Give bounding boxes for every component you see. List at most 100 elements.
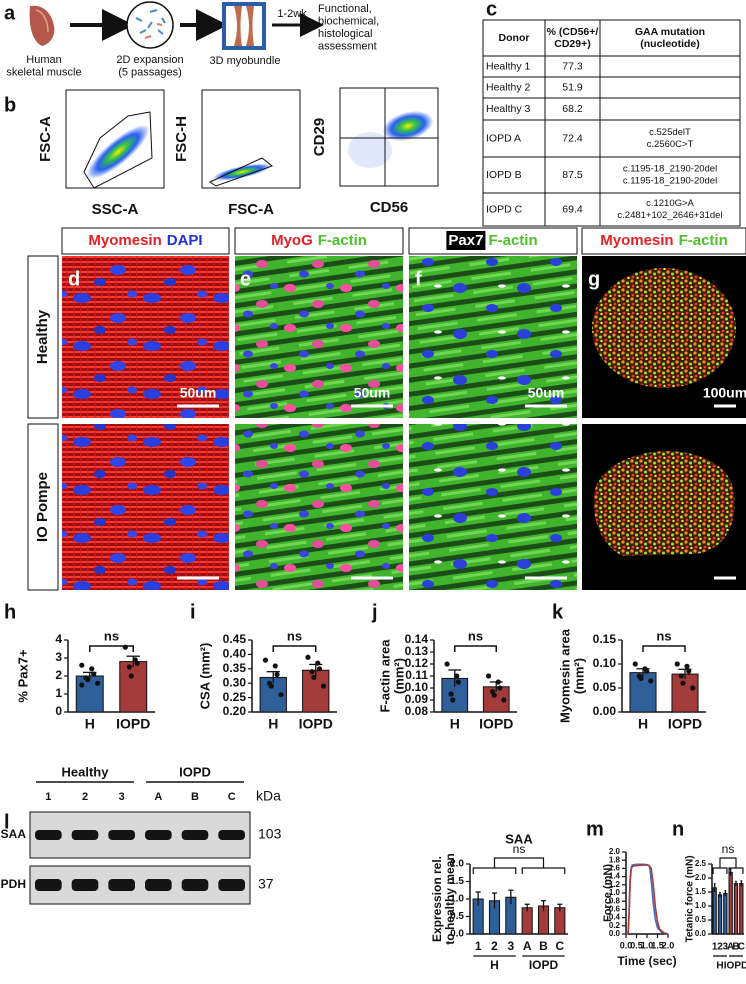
table-header: (nucleotide): [640, 38, 700, 50]
y-tick-label: 1.5: [450, 876, 464, 887]
y-axis-label: (mm²): [391, 658, 406, 694]
condition-label: IO Pompe: [34, 472, 51, 542]
y-tick-label: 0.8: [609, 896, 621, 905]
significance-bracket: [89, 645, 134, 652]
table-cell: c.2560C>T: [647, 139, 694, 150]
plot-frame: [65, 89, 165, 189]
blot-band: [218, 830, 245, 840]
axis-label: FSC-A: [228, 201, 274, 218]
x-tick-label: B: [539, 939, 548, 953]
group-label: Healthy: [62, 764, 110, 779]
data-point: [311, 674, 317, 681]
blot-strip: [29, 865, 251, 905]
significance-label: ns: [287, 628, 302, 643]
stain-header-box: [581, 227, 746, 255]
panel-label: m: [586, 818, 604, 840]
cell-cloud: [212, 163, 272, 181]
lane-label: 2: [82, 791, 88, 803]
data-point: [690, 685, 696, 691]
table-cell: 68.2: [562, 103, 583, 115]
gate: [208, 157, 274, 187]
cell-cloud: [348, 132, 392, 168]
blot-band: [145, 879, 172, 891]
panel-label: c: [486, 0, 497, 20]
data-point: [126, 664, 132, 670]
x-tick-label: 3: [723, 942, 729, 953]
group-label: H: [490, 958, 499, 972]
lane-label: B: [191, 791, 199, 803]
panel-label: e: [240, 268, 251, 290]
panel-label: h: [4, 601, 16, 623]
stain-name: DAPI: [167, 232, 203, 249]
step-label: 3D myobundle: [210, 55, 281, 67]
table-cell: Healthy 2: [486, 81, 531, 93]
y-tick-label: 0.0: [609, 929, 621, 938]
band-kda: 37: [258, 876, 274, 892]
axis-label: FSC-A: [37, 116, 54, 162]
bar: [728, 871, 733, 935]
data-point: [684, 663, 690, 670]
significance-bracket: [493, 857, 545, 868]
y-tick-label: 0.11: [405, 668, 428, 682]
data-point: [316, 666, 323, 672]
panel-label: k: [552, 601, 564, 623]
condition-box: [27, 423, 59, 591]
bar: [739, 883, 744, 935]
band-name: GAPDH: [0, 877, 26, 891]
micrograph-nuclei: [235, 424, 403, 590]
micrograph-nuclei: [235, 256, 403, 418]
step-label: biochemical,: [318, 15, 379, 27]
blot-band: [145, 830, 172, 840]
micrograph-nuclei: [62, 256, 229, 418]
table-cell: c.525delT: [649, 127, 691, 138]
data-point: [268, 683, 274, 689]
micrograph-nuclei: [409, 424, 577, 590]
data-point: [495, 679, 501, 685]
y-tick-label: 0.13: [405, 644, 429, 658]
x-tick-label: A: [523, 939, 532, 953]
significance-label: ns: [722, 842, 735, 856]
table-cell: 69.4: [562, 203, 583, 215]
bar: [717, 894, 723, 935]
data-point: [91, 671, 97, 677]
data-point: [315, 660, 321, 666]
panel-label: g: [588, 268, 600, 290]
group-label: IOPD: [529, 958, 559, 972]
significance-label: ns: [468, 628, 483, 643]
bar: [119, 661, 148, 713]
data-point: [454, 673, 460, 679]
x-tick-label: 1.5: [651, 940, 664, 950]
stain-header-box: [234, 227, 404, 255]
data-point: [455, 679, 462, 685]
y-tick-label: 0.35: [223, 661, 247, 675]
y-tick-label: 0.10: [405, 680, 429, 694]
y-tick-label: 0.5: [450, 911, 464, 922]
y-tick-label: 1.5: [695, 887, 707, 896]
y-axis-label: Myomesin area: [557, 628, 572, 723]
y-tick-label: 0.20: [223, 704, 247, 718]
significance-label: ns: [513, 842, 526, 856]
y-tick-label: 0.05: [593, 680, 617, 694]
table-cell: 87.5: [562, 169, 583, 181]
scale-bar-label: 50um: [354, 385, 391, 401]
stain-header-box: [61, 227, 230, 255]
y-axis-label: F-actin area: [377, 639, 392, 713]
table-cell: c.1210G>A: [646, 198, 694, 209]
step-label: skeletal muscle: [6, 66, 81, 78]
y-tick-label: 2.0: [609, 847, 621, 856]
y-tick-label: 2: [55, 668, 62, 682]
chart-title: SAA: [505, 831, 533, 846]
y-axis-label: (mm²): [571, 658, 586, 694]
condition-label: Healthy: [34, 309, 51, 364]
y-tick-label: 3: [55, 650, 62, 664]
data-point: [491, 692, 497, 698]
data-point: [448, 691, 454, 697]
y-tick-label: 1.4: [609, 872, 621, 881]
blot-band: [218, 879, 245, 891]
table-cell: Healthy 3: [486, 103, 531, 115]
significance-bracket: [642, 645, 686, 652]
panel-label: d: [68, 268, 80, 290]
axis-label: FSC-H: [173, 116, 190, 162]
force-trace: [625, 864, 669, 935]
stain-highlight: [446, 230, 486, 250]
